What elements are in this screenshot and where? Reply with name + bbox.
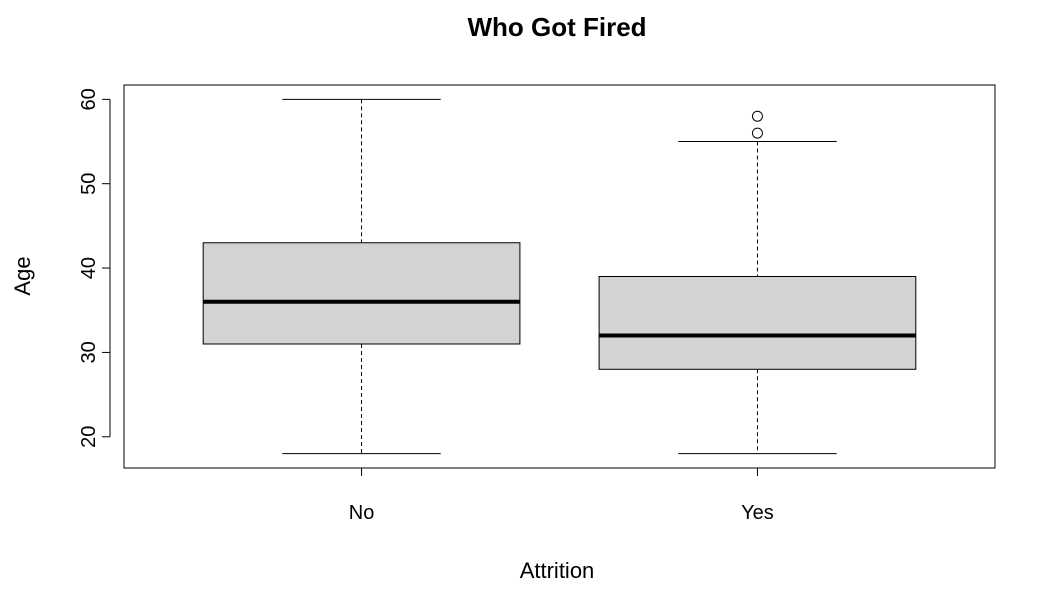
- outlier-point: [751, 127, 763, 139]
- x-tick-label: No: [349, 502, 375, 524]
- y-tick-label: 40: [78, 257, 100, 279]
- y-axis-label: Age: [10, 256, 35, 295]
- box-group-yes: [598, 110, 917, 455]
- outlier-point: [751, 110, 763, 122]
- y-tick-label: 30: [78, 341, 100, 363]
- y-axis: 20 30 40 50 60: [78, 88, 111, 448]
- y-tick-label: 50: [78, 173, 100, 195]
- iqr-box: [598, 276, 917, 370]
- plot-frame: [123, 84, 996, 469]
- iqr-box: [202, 242, 521, 345]
- x-axis-label: Attrition: [520, 558, 595, 583]
- x-axis: No Yes: [349, 468, 774, 524]
- y-tick-label: 20: [78, 426, 100, 448]
- x-tick-label: Yes: [741, 502, 774, 524]
- box-group-no: [202, 98, 521, 455]
- boxes: [202, 98, 917, 455]
- chart-title: Who Got Fired: [467, 12, 646, 42]
- y-tick-label: 60: [78, 88, 100, 110]
